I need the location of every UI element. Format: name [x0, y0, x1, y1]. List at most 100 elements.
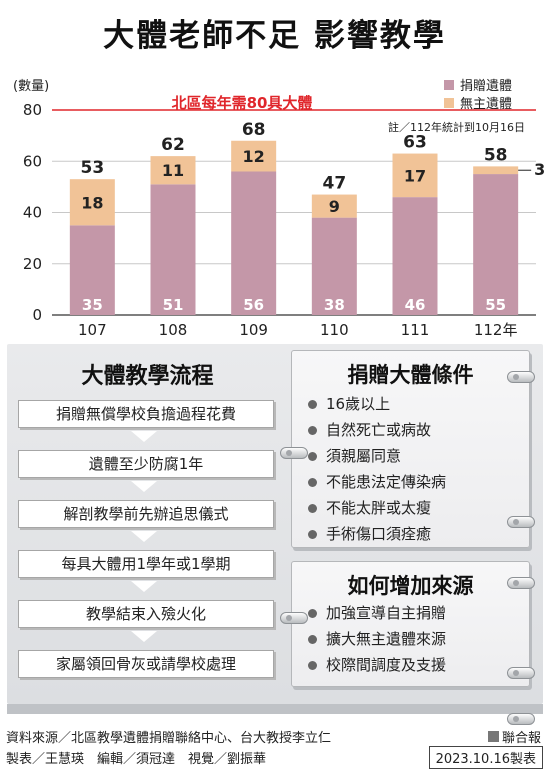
flow-step-2: 遺體至少防腐1年: [18, 450, 274, 478]
flow-title: 大體教學流程: [81, 364, 214, 389]
y-tick-label: 60: [23, 152, 42, 170]
bar-unclaimed: [150, 156, 196, 185]
bullet-icon: [308, 451, 317, 461]
legend-label-donated: 捐贈遺體: [460, 78, 512, 94]
x-tick-label: 112年: [474, 321, 518, 339]
chart-labels: 0 20 40 60 80 35 18 53 107 51 11 62 108 56 12 68 109 38 9 4…: [23, 101, 545, 339]
handle-icon: [507, 713, 535, 725]
y-tick-label: 80: [23, 101, 42, 119]
bullet-icon: [308, 529, 317, 539]
bullet-icon: [308, 503, 317, 513]
legend-label-unclaimed: 無主遺體: [460, 97, 512, 112]
bar-label-donated: 38: [324, 296, 345, 314]
flow-step-1: 捐贈無償學校負擔過程花費: [18, 400, 274, 428]
bar-label-unclaimed: 11: [162, 161, 184, 180]
condition-item: 不能太胖或太瘦: [308, 495, 446, 521]
bar-donated: [392, 197, 438, 315]
bar-label-unclaimed: 18: [81, 193, 103, 212]
x-tick-label: 110: [320, 321, 349, 339]
footer-date: 2023.10.16製表: [428, 746, 543, 769]
condition-item: 16歲以上: [308, 391, 446, 417]
footer-credits: 製表／王慧瑛 編輯／須冠達 視覺／劉振華: [6, 752, 267, 767]
bar-label-total: 63: [403, 133, 427, 153]
bar-label-total: 62: [161, 135, 185, 155]
page-title: 大體老師不足 影響教學: [103, 18, 446, 54]
chart-bars: [69, 140, 519, 315]
x-tick-label: 111: [401, 321, 430, 339]
flow-arrow-1: [131, 431, 157, 442]
bullet-icon: [308, 399, 317, 409]
flow-step-4: 每具大體用1學年或1學期: [18, 550, 274, 578]
bar-label-unclaimed: 17: [404, 166, 426, 185]
condition-item: 自然死亡或病故: [308, 417, 446, 443]
bar-label-total: 68: [242, 120, 266, 140]
stacked-bar-chart: 0 20 40 60 80 35 18 53 107 51 11 62 108 56 12 68 109 38 9 4…: [13, 78, 545, 339]
brand-square-icon: [487, 731, 499, 742]
legend-swatch-unclaimed: [444, 98, 454, 108]
bullet-icon: [308, 634, 317, 644]
bar-label-unclaimed: 12: [243, 147, 265, 166]
flow-arrow-4: [131, 581, 157, 592]
bar-label-unclaimed: 9: [329, 197, 340, 216]
x-tick-label: 109: [239, 321, 268, 339]
handle-icon: [280, 612, 308, 624]
flow-arrow-5: [131, 631, 157, 642]
handle-icon: [507, 577, 535, 589]
bar-label-total: 53: [80, 158, 104, 178]
bar-donated: [473, 174, 519, 315]
condition-item: 不能患法定傳染病: [308, 469, 446, 495]
bar-label-total: 47: [322, 174, 346, 194]
chart-note: 註／112年統計到10月16日: [388, 120, 525, 134]
bullet-icon: [308, 660, 317, 670]
condition-item: 手術傷口須痊癒: [308, 521, 446, 547]
bar-donated: [311, 217, 357, 315]
conditions-box: 捐贈大體條件 16歲以上 自然死亡或病故 須親屬同意 不能患法定傳染病 不能太胖…: [291, 350, 530, 548]
chart-grid: [52, 109, 536, 316]
flow-step-5: 教學結束入殮火化: [18, 600, 274, 628]
bar-label-total: 58: [484, 145, 508, 165]
sources-list: 加強宣導自主捐贈 擴大無主遺體來源 校際間調度及支援: [308, 600, 446, 678]
sources-box: 如何增加來源 加強宣導自主捐贈 擴大無主遺體來源 校際間調度及支援: [291, 561, 530, 687]
y-tick-label: 0: [32, 306, 42, 324]
source-item: 加強宣導自主捐贈: [308, 600, 446, 626]
bar-unclaimed: [473, 166, 519, 175]
flow-arrow-2: [131, 481, 157, 492]
legend: 捐贈遺體 無主遺體: [444, 78, 512, 112]
conditions-title: 捐贈大體條件: [347, 363, 474, 387]
bullet-icon: [308, 477, 317, 487]
bar-unclaimed: [69, 179, 115, 226]
y-axis-label: (數量): [13, 79, 49, 94]
bar-label-donated: 56: [243, 296, 264, 314]
y-tick-label: 20: [23, 255, 42, 273]
bullet-icon: [308, 425, 317, 435]
handle-icon: [280, 447, 308, 459]
source-item: 擴大無主遺體來源: [308, 626, 446, 652]
handle-icon: [507, 516, 535, 528]
reference-line-label: 北區每年需80具大體: [172, 94, 313, 112]
bar-label-donated: 51: [163, 296, 184, 314]
condition-item: 須親屬同意: [308, 443, 446, 469]
bar-unclaimed: [231, 140, 277, 172]
flow-step-3: 解剖教學前先辦追思儀式: [18, 500, 274, 528]
bar-label-unclaimed: 3: [534, 160, 545, 179]
bar-donated: [150, 184, 196, 315]
footer-sources: 資料來源／北區教學遺體捐贈聯絡中心、台大教授李立仁: [6, 731, 332, 746]
footer-brand: 聯合報: [487, 727, 541, 746]
bullet-icon: [308, 608, 317, 618]
handle-icon: [507, 371, 535, 383]
sources-title: 如何增加來源: [347, 574, 474, 598]
bar-label-donated: 55: [485, 296, 506, 314]
bar-unclaimed: [311, 194, 357, 218]
x-tick-label: 107: [78, 321, 107, 339]
bar-label-donated: 46: [405, 296, 426, 314]
flow-step-6: 家屬領回骨灰或請學校處理: [18, 650, 274, 678]
handle-icon: [507, 667, 535, 679]
bar-donated: [231, 171, 277, 315]
bar-unclaimed: [392, 153, 438, 198]
y-tick-label: 40: [23, 204, 42, 222]
bar-donated: [69, 225, 115, 315]
x-tick-label: 108: [159, 321, 188, 339]
flow-arrow-3: [131, 531, 157, 542]
conditions-list: 16歲以上 自然死亡或病故 須親屬同意 不能患法定傳染病 不能太胖或太瘦 手術傷…: [308, 391, 446, 547]
bar-label-donated: 35: [82, 296, 103, 314]
